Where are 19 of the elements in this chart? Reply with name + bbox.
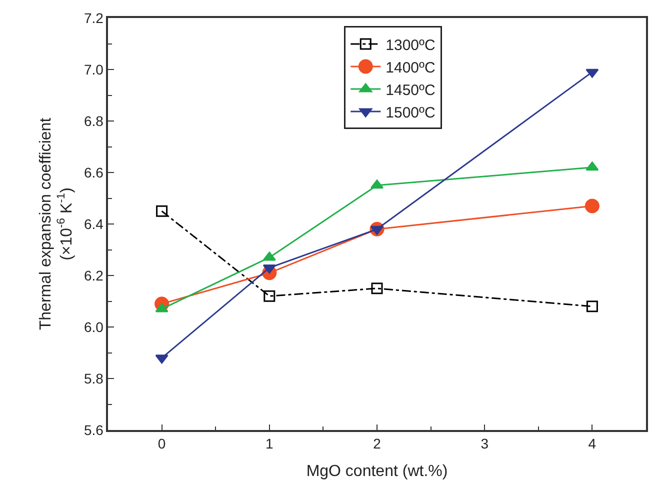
y-tick-label: 7.0	[84, 61, 104, 78]
x-tick-label: 3	[480, 436, 489, 452]
x-tick-label: 4	[588, 436, 596, 452]
y-tick-label: 6.6	[84, 164, 104, 180]
x-tick-label: 2	[373, 436, 382, 452]
y-tick-label: 5.8	[84, 370, 104, 386]
legend-label: 1500ºC	[386, 104, 436, 122]
legend-label: 1300ºC	[386, 36, 436, 54]
x-tick-label: 0	[158, 436, 166, 452]
y-tick-label: 5.6	[84, 422, 104, 438]
x-axis-title: MgO content (wt.%)	[306, 463, 448, 480]
y-tick-label: 6.0	[84, 318, 104, 335]
y-tick-label: 6.2	[84, 267, 104, 284]
legend-label: 1450ºC	[386, 82, 436, 99]
y-tick-label: 6.8	[84, 112, 104, 129]
legend-label: 1400ºC	[386, 59, 436, 76]
y-tick-label: 7.2	[84, 10, 104, 26]
y-tick-label: 6.4	[84, 216, 104, 232]
x-tick-label: 1	[266, 436, 274, 452]
